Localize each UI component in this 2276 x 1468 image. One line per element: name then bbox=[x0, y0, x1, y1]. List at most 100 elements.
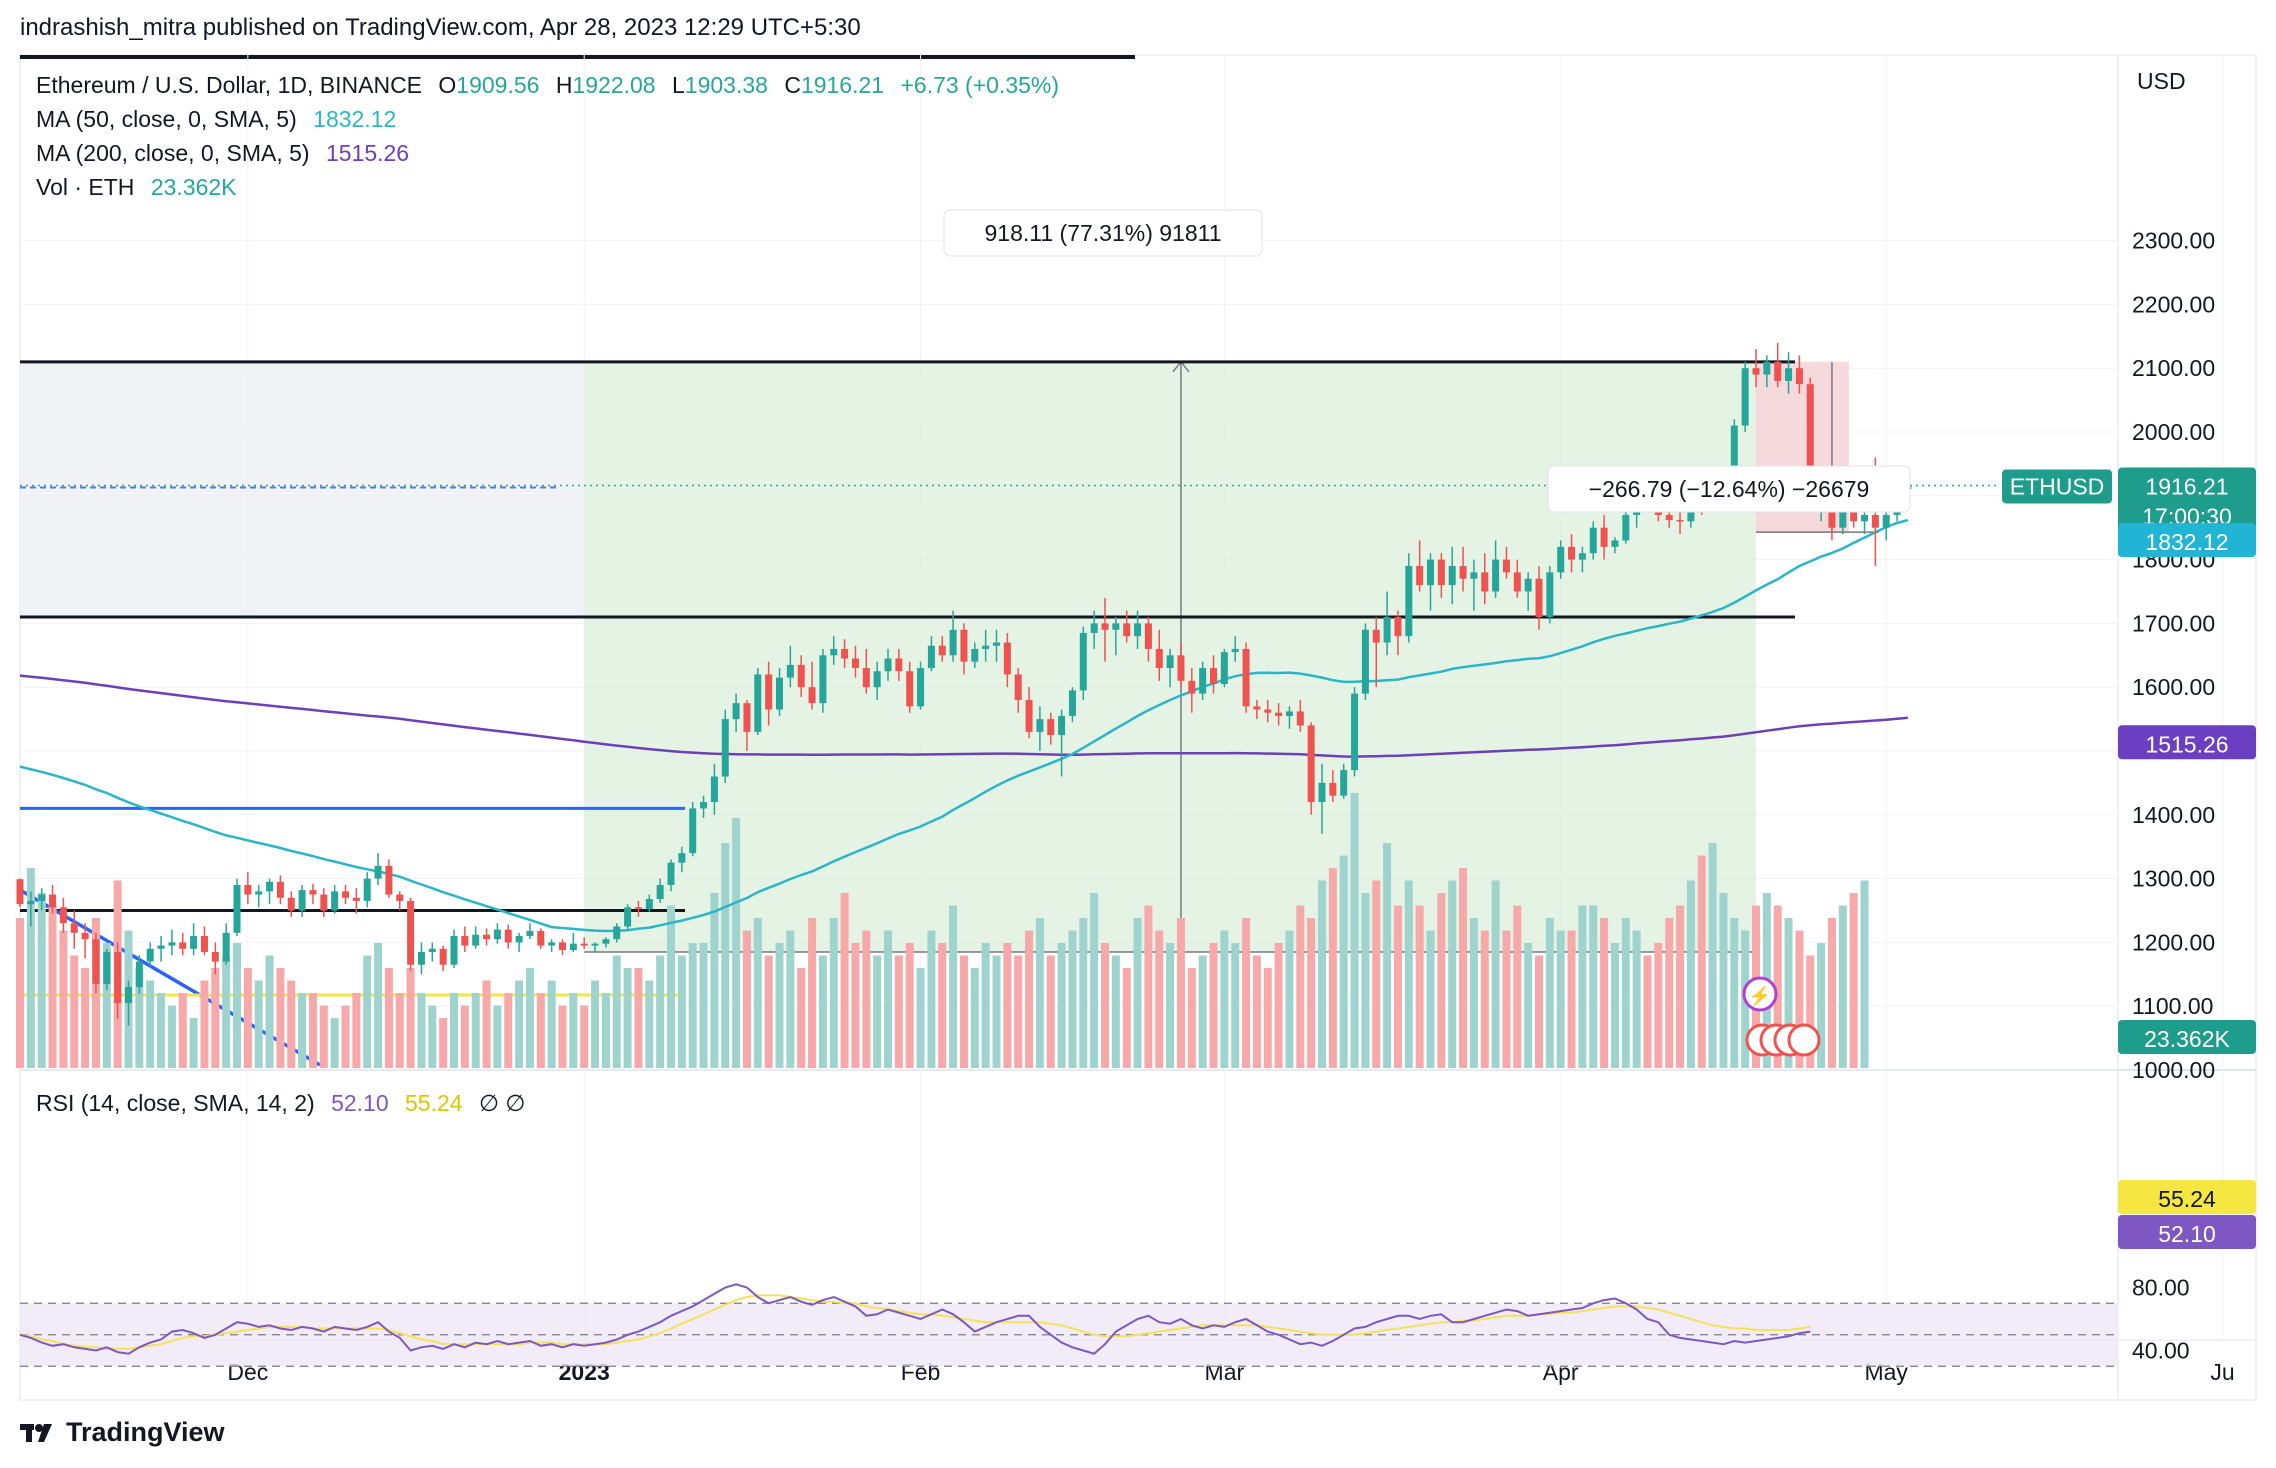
candle-body bbox=[1372, 629, 1380, 643]
volume-bar bbox=[1676, 905, 1685, 1068]
candle-body bbox=[1416, 565, 1424, 586]
volume-bar bbox=[1252, 955, 1261, 1068]
legend-symbol: Ethereum / U.S. Dollar, 1D, BINANCE bbox=[36, 72, 423, 98]
volume-bar bbox=[905, 943, 914, 1068]
candle-body bbox=[1285, 711, 1293, 716]
candle-body bbox=[1665, 514, 1673, 521]
volume-bar bbox=[1610, 943, 1619, 1068]
legend-open: O1909.56 bbox=[438, 72, 540, 98]
price-axis-tick: 1200.00 bbox=[2132, 929, 2215, 955]
candle-body bbox=[1112, 623, 1120, 630]
volume-bar bbox=[1545, 918, 1554, 1068]
volume-bar bbox=[1632, 930, 1641, 1068]
candle-body bbox=[1448, 565, 1456, 586]
volume-bar bbox=[536, 993, 545, 1068]
volume-bar bbox=[634, 968, 643, 1068]
volume-bar bbox=[102, 943, 111, 1068]
volume-bar bbox=[1502, 930, 1511, 1068]
lightning-event-icon bbox=[1742, 976, 1778, 1012]
candle-body bbox=[1535, 578, 1543, 618]
footer-brand[interactable]: TradingView bbox=[20, 1417, 225, 1448]
volume-bar bbox=[352, 993, 361, 1068]
volume-bar bbox=[894, 955, 903, 1068]
volume-bar bbox=[688, 943, 697, 1068]
volume-bar bbox=[1014, 955, 1023, 1068]
volume-bar bbox=[70, 955, 79, 1068]
candle-body bbox=[548, 942, 556, 946]
volume-bar bbox=[37, 893, 46, 1068]
candle-body bbox=[776, 677, 783, 710]
volume-bar bbox=[1296, 905, 1305, 1068]
candle-body bbox=[906, 671, 914, 707]
candle-body bbox=[244, 884, 252, 895]
volume-bar bbox=[645, 980, 654, 1068]
candle-body bbox=[255, 891, 263, 895]
price-axis-tick: 2000.00 bbox=[2132, 419, 2215, 445]
candle-body bbox=[1177, 655, 1185, 681]
legend-vol-label: Vol · ETH bbox=[36, 174, 135, 200]
rsi-axis-tick: 40.00 bbox=[2132, 1338, 2190, 1364]
volume-bar bbox=[1556, 930, 1565, 1068]
candle-body bbox=[352, 897, 360, 901]
volume-bar bbox=[1209, 943, 1218, 1068]
candle-body bbox=[1101, 623, 1109, 630]
volume-bar bbox=[16, 918, 24, 1068]
candle-body bbox=[949, 629, 957, 656]
volume-bar bbox=[1730, 918, 1739, 1068]
candle-body bbox=[1014, 674, 1022, 700]
candle-body bbox=[1329, 782, 1337, 796]
candle-body bbox=[1361, 629, 1369, 694]
candle-body bbox=[407, 900, 415, 965]
volume-bar bbox=[59, 930, 68, 1068]
candle-body bbox=[841, 648, 849, 659]
footer-brand-label: TradingView bbox=[66, 1417, 225, 1447]
price-axis-tick: 1300.00 bbox=[2132, 866, 2215, 892]
candle-body bbox=[613, 926, 621, 940]
candle-body bbox=[1188, 680, 1196, 694]
volume-bar bbox=[417, 993, 426, 1068]
rsi-axis-tick: 80.00 bbox=[2132, 1275, 2190, 1301]
candle-body bbox=[493, 929, 501, 940]
candle-body bbox=[526, 930, 534, 937]
legend-low: L1903.38 bbox=[671, 72, 768, 98]
candle-body bbox=[385, 865, 393, 895]
volume-bar bbox=[1035, 918, 1044, 1068]
price-badge: 1916.21 bbox=[2145, 473, 2228, 499]
volume-bar bbox=[699, 943, 708, 1068]
price-axis-tick: 1000.00 bbox=[2132, 1057, 2215, 1083]
volume-bar bbox=[254, 980, 263, 1068]
candle-body bbox=[1079, 632, 1087, 691]
volume-bar bbox=[1643, 955, 1652, 1068]
volume-bar bbox=[363, 955, 372, 1068]
volume-bar bbox=[1806, 955, 1815, 1068]
price-axis-tick: 2300.00 bbox=[2132, 228, 2215, 254]
candle-body bbox=[1123, 623, 1131, 637]
symbol-badge: ETHUSD bbox=[2010, 473, 2105, 499]
price-axis-tick: 1700.00 bbox=[2132, 610, 2215, 636]
volume-bar bbox=[1101, 943, 1109, 1068]
candle-body bbox=[1253, 706, 1261, 710]
candle-body bbox=[1340, 770, 1348, 796]
volume-bar bbox=[243, 968, 252, 1068]
volume-bar bbox=[558, 1005, 567, 1068]
volume-bar bbox=[265, 955, 274, 1068]
price-axis-tick: 1600.00 bbox=[2132, 674, 2215, 700]
volume-bar bbox=[721, 843, 730, 1068]
candle-body bbox=[114, 951, 122, 1004]
volume-bar bbox=[1480, 930, 1489, 1068]
volume-bar bbox=[1686, 880, 1695, 1068]
candle-body bbox=[331, 891, 339, 911]
legend-rsi-label: RSI (14, close, SMA, 14, 2) bbox=[36, 1090, 315, 1116]
candle-body bbox=[1166, 655, 1174, 669]
rsi-ma-badge: 55.24 bbox=[2158, 1186, 2216, 1212]
candle-body bbox=[1003, 642, 1011, 675]
volume-bar bbox=[927, 930, 936, 1068]
candle-body bbox=[754, 674, 762, 732]
volume-bar bbox=[1198, 955, 1207, 1068]
volume-bar bbox=[450, 993, 458, 1068]
candle-body bbox=[1275, 712, 1283, 716]
candle-body bbox=[222, 932, 230, 962]
candle-body bbox=[287, 897, 295, 911]
candle-body bbox=[70, 923, 78, 933]
